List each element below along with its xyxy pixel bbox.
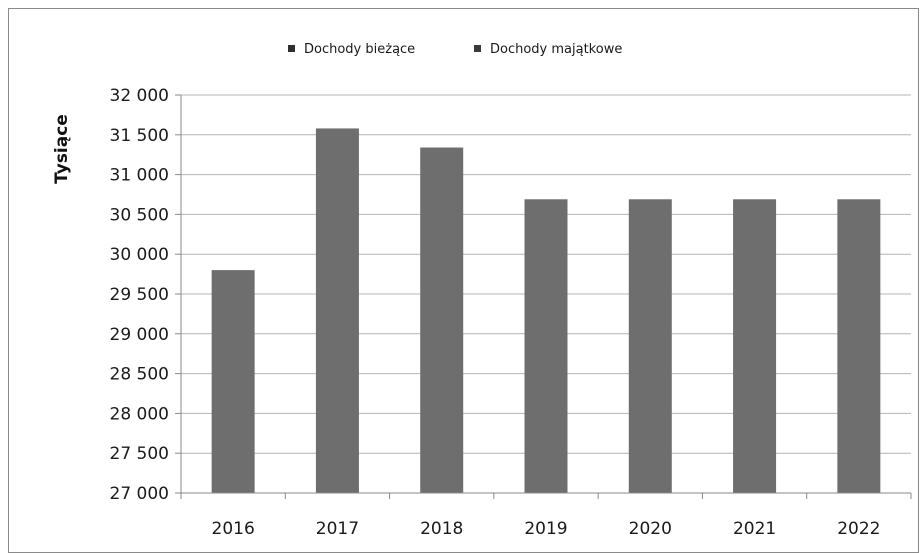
y-tick-label: 31 000: [110, 166, 169, 186]
x-tick-label: 2018: [420, 519, 463, 539]
y-tick-label: 29 500: [110, 285, 169, 305]
y-tick-label: 28 500: [110, 365, 169, 385]
y-tick-label: 32 000: [110, 86, 169, 106]
x-tick-label: 2019: [524, 519, 567, 539]
legend-marker-dochody-biezace: [288, 45, 295, 52]
legend-marker-dochody-majatkowe: [474, 45, 481, 52]
y-tick-label: 29 000: [110, 325, 169, 345]
legend: Dochody bieżące Dochody majątkowe: [288, 42, 622, 57]
x-tick-label: 2016: [212, 519, 255, 539]
x-tick-label: 2022: [837, 519, 880, 539]
bar-2022-series-1: [837, 199, 881, 493]
legend-label-dochody-biezace: Dochody bieżące: [304, 42, 415, 57]
y-tick-label: 31 500: [110, 126, 169, 146]
y-tick-label: 28 000: [110, 404, 169, 424]
y-tick-label: 30 000: [110, 245, 169, 265]
y-tick-label: 27 000: [110, 484, 169, 504]
axes: [175, 94, 912, 499]
bar-2019-series-1: [524, 199, 568, 493]
legend-label-dochody-majatkowe: Dochody majątkowe: [490, 42, 622, 57]
y-tick-labels: 27 000 27 500 28 000 28 500 29 000 29 500 30 0…: [110, 86, 169, 504]
bar-2017-series-1: [315, 128, 359, 493]
x-tick-labels: 2016 2017 2018 2019 2020 2021 2022: [212, 519, 881, 539]
y-tick-label: 30 500: [110, 205, 169, 225]
x-tick-label: 2020: [629, 519, 672, 539]
bar-chart: 27 000 27 500 28 000 28 500 29 000 29 500 30 0…: [52, 42, 912, 539]
y-tick-label: 27 500: [110, 444, 169, 464]
x-tick-label: 2021: [733, 519, 776, 539]
chart-frame: 27 000 27 500 28 000 28 500 29 000 29 500 30 0…: [8, 8, 919, 553]
bar-2018-series-1: [420, 147, 464, 493]
bar-2020-series-1: [628, 199, 672, 493]
bar-2021-series-1: [733, 199, 777, 493]
bars: [211, 128, 881, 493]
x-tick-label: 2017: [316, 519, 359, 539]
bar-2016-series-1: [211, 270, 255, 493]
y-axis-title: Tysiące: [52, 114, 72, 184]
